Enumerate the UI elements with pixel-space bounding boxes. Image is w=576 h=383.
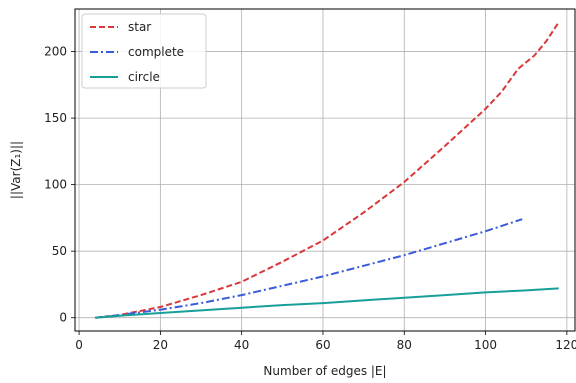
y-tick-label: 150 [44,111,67,125]
x-axis-label: Number of edges |E| [263,364,386,378]
legend: star complete circle [81,13,207,89]
x-tick-label: 120 [555,338,576,352]
y-tick-label: 100 [44,178,67,192]
series-line-circle [95,287,559,319]
series-line-star [95,21,560,319]
legend-box [81,13,207,89]
series-line-complete [95,218,523,319]
legend-label-complete: complete [128,45,184,59]
series-lines [95,21,560,319]
legend-label-star: star [128,20,151,34]
x-tick-label: 60 [315,338,330,352]
x-tick-label: 80 [397,338,412,352]
x-tick-label: 40 [234,338,249,352]
legend-label-circle: circle [128,70,160,84]
y-tick-label: 0 [59,311,67,325]
plot-frame [74,8,576,332]
y-tick-label: 50 [52,244,67,258]
ticks: 0 20 40 60 80 100 120 0 50 100 150 200 [44,45,576,352]
x-tick-label: 20 [153,338,168,352]
y-axis-label: ||Var(Z₁)|| [9,141,23,199]
y-tick-label: 200 [44,45,67,59]
x-tick-label: 0 [75,338,83,352]
x-tick-label: 100 [474,338,497,352]
